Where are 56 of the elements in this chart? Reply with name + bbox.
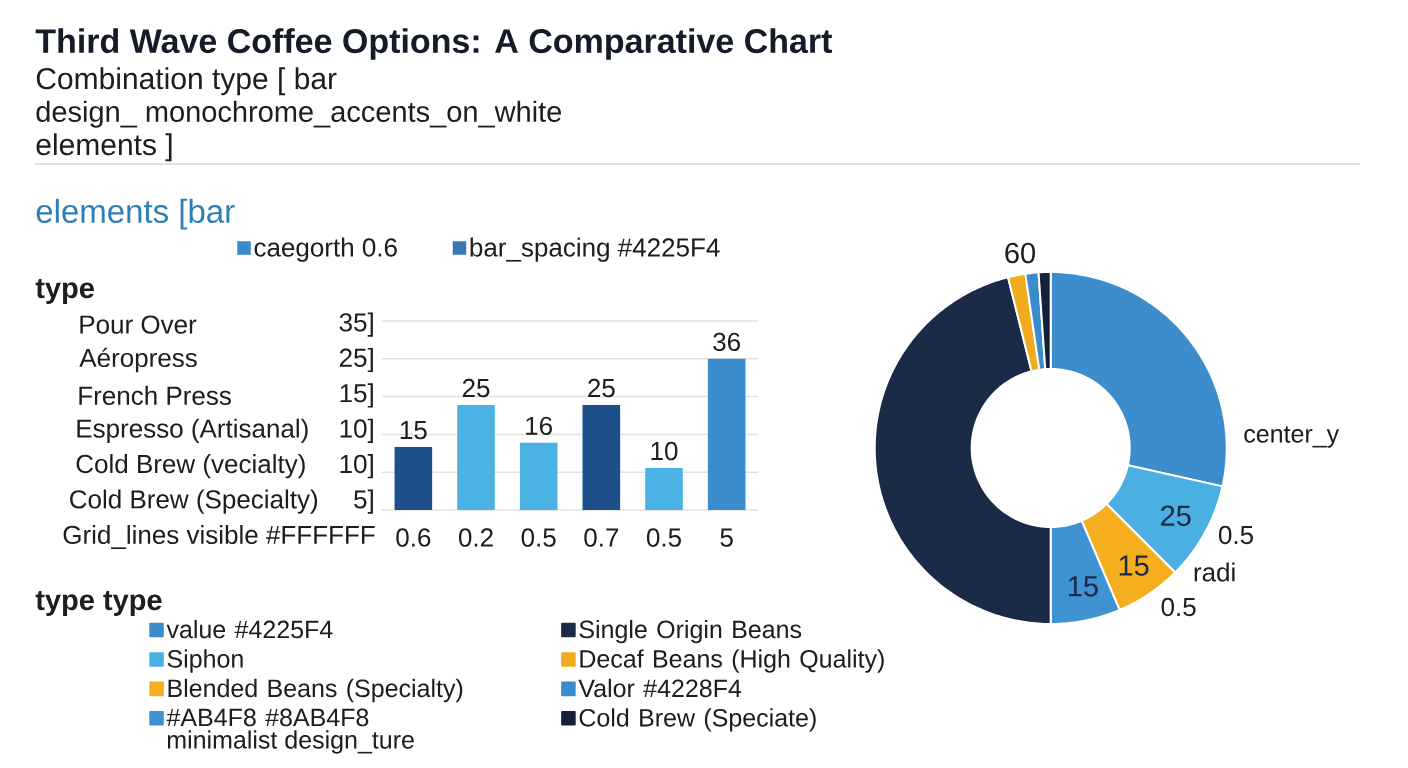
text: Cold Brew (vecialty)	[76, 454, 305, 479]
text: elements [bar	[36, 198, 235, 230]
text: Aéropress	[79, 347, 197, 373]
bar	[394, 447, 433, 510]
x-tick-label: 0.6	[396, 528, 431, 547]
data-label: 15	[400, 421, 427, 440]
text: 5]	[354, 489, 373, 514]
text: 10]	[340, 454, 373, 479]
chart-subtitle: Combination type [ bar	[36, 67, 337, 96]
legend-label: Cold Brew (Speciate)	[579, 708, 816, 732]
legend-label: Blended Beans (Specialty)	[168, 678, 463, 703]
legend-label: value #4225F4	[166, 619, 333, 639]
chart-title: Third Wave Coffee Options: A Comparative Chart	[35, 28, 833, 60]
text: radi	[1194, 562, 1235, 582]
legend-label: bar_spacing #4225F4	[470, 237, 720, 262]
data-label: 16	[526, 416, 552, 436]
text: center_y	[1244, 426, 1340, 448]
legend-label: Decaf Beans (High Quality)	[580, 649, 884, 673]
text: 35]	[339, 312, 373, 337]
data-label: 36	[713, 332, 740, 352]
text: minimalist design_ture	[167, 730, 414, 754]
text: 10]	[340, 418, 373, 443]
legend-label: #AB4F8 #8AB4F8	[166, 708, 369, 727]
text: Grid_lines visible #FFFFFF	[63, 524, 375, 549]
bar	[519, 442, 558, 510]
x-tick-label: 0.5	[646, 528, 681, 547]
data-label: 25	[588, 378, 615, 398]
text: 0.5	[1161, 597, 1196, 617]
text: 25	[1161, 505, 1191, 526]
legend-label: caegorth 0.6	[254, 237, 397, 262]
bar	[645, 468, 683, 510]
text: 15]	[340, 383, 373, 408]
data-label: 10	[651, 441, 678, 461]
legend-label: Siphon	[167, 649, 243, 673]
x-tick-label: 0.2	[458, 528, 493, 547]
legend-label: Single Origin Beans	[579, 619, 802, 644]
text: 60	[1005, 242, 1035, 264]
bar	[457, 405, 495, 510]
text: Cold Brew (Specialty)	[70, 489, 318, 514]
text: design_ monochrome_accents_on_white	[36, 100, 562, 128]
text: French Press	[79, 385, 231, 405]
text: 15	[1069, 576, 1098, 597]
data-label: 25	[462, 378, 490, 398]
bar	[707, 358, 746, 510]
x-tick-label: 5	[720, 528, 733, 547]
x-tick-label: 0.5	[521, 528, 556, 547]
text: Pour Over	[80, 315, 197, 334]
text: 15	[1119, 555, 1149, 576]
text: 25]	[339, 347, 373, 373]
legend-label: Valor #4228F4	[578, 678, 742, 698]
text: elements ]	[36, 133, 172, 162]
text: Espresso (Artisanal)	[77, 418, 308, 443]
bar	[582, 405, 621, 510]
x-tick-label: 0.7	[584, 528, 619, 547]
y-axis-title: type	[35, 279, 94, 305]
legend-title: type type	[35, 591, 162, 617]
